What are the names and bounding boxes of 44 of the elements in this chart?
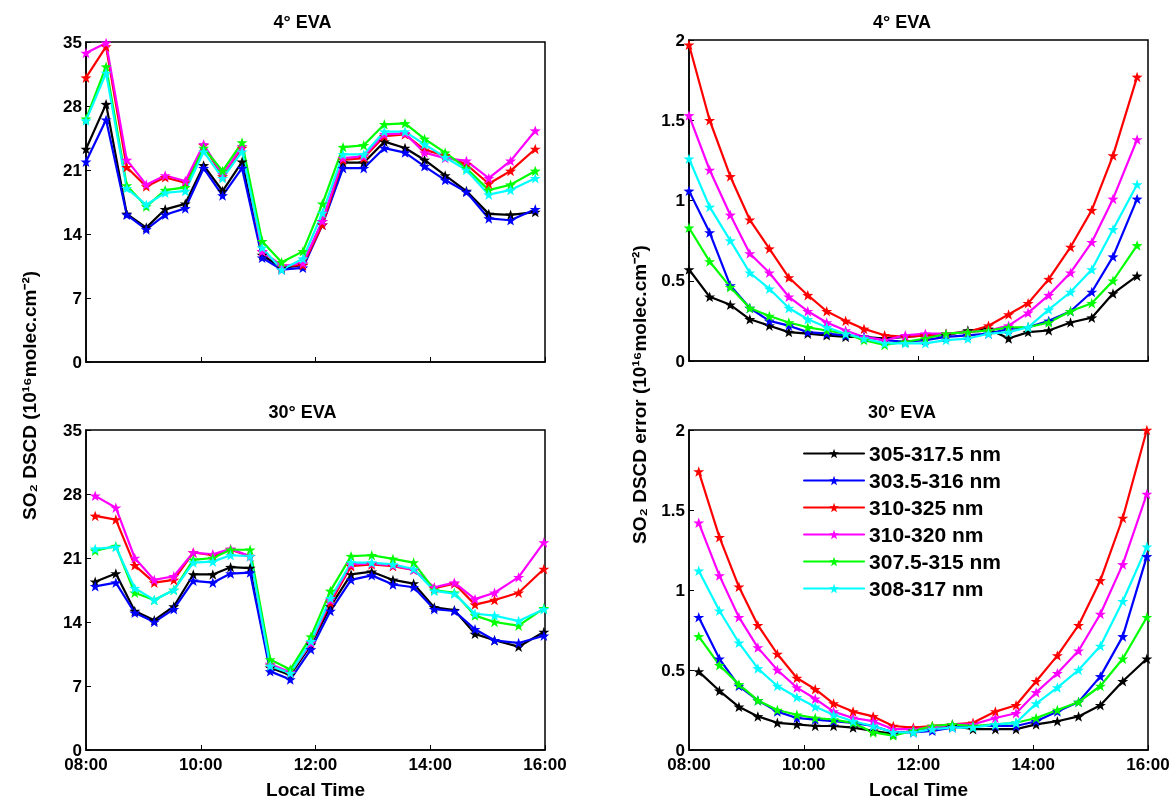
x-tick-label: 12:00: [896, 755, 941, 774]
y-tick-label: 0.5: [661, 660, 685, 680]
chart-title: 30° EVA: [268, 402, 337, 422]
y-tick-label: 1.5: [661, 500, 685, 520]
x-tick-label: 16:00: [523, 755, 567, 774]
legend-label: 303.5-316 nm: [869, 469, 1001, 492]
y-axis-title: SO₂ DSCD error (10¹⁶molec.cm⁻²): [628, 244, 651, 547]
x-axis-title: Local Time: [869, 779, 968, 800]
y-tick-label: 1: [675, 580, 685, 600]
y-tick-label: 0: [675, 351, 685, 371]
legend-label: 310-325 nm: [869, 496, 984, 519]
y-tick-label: 2: [675, 30, 685, 50]
chart-title: 30° EVA: [868, 402, 936, 422]
x-tick-label: 08:00: [667, 755, 711, 774]
y-tick-label: 7: [72, 676, 82, 696]
y-tick-label: 21: [63, 548, 82, 568]
chart-title: 4° EVA: [273, 12, 332, 32]
legend-label: 305-317.5 nm: [869, 442, 1001, 465]
y-tick-label: 14: [63, 612, 83, 632]
legend-label: 310-320 nm: [869, 523, 984, 546]
y-tick-label: 35: [63, 32, 82, 52]
x-axis-title: Local Time: [266, 779, 365, 800]
y-tick-label: 0: [72, 352, 82, 372]
y-tick-label: 28: [63, 484, 82, 504]
y-tick-label: 1.5: [661, 110, 685, 130]
y-tick-label: 2: [675, 420, 685, 440]
legend-label: 308-317 nm: [869, 577, 984, 600]
y-tick-label: 21: [63, 160, 82, 180]
chart-title: 4° EVA: [873, 12, 931, 32]
y-tick-label: 1: [675, 191, 685, 210]
x-tick-label: 08:00: [64, 755, 108, 774]
legend-label: 307.5-315 nm: [869, 550, 1001, 573]
x-tick-label: 10:00: [179, 755, 223, 774]
y-tick-label: 28: [63, 96, 82, 116]
x-tick-label: 16:00: [1126, 755, 1170, 774]
y-tick-label: 7: [72, 288, 82, 308]
y-tick-label: 14: [63, 224, 83, 244]
x-tick-label: 14:00: [1011, 755, 1055, 774]
x-tick-label: 12:00: [293, 755, 338, 774]
y-tick-label: 35: [63, 420, 82, 440]
y-axis-title: SO₂ DSCD (10¹⁶molec.cm⁻²): [18, 269, 41, 522]
x-tick-label: 14:00: [408, 755, 452, 774]
x-tick-label: 10:00: [782, 755, 826, 774]
y-tick-label: 0.5: [661, 271, 685, 291]
